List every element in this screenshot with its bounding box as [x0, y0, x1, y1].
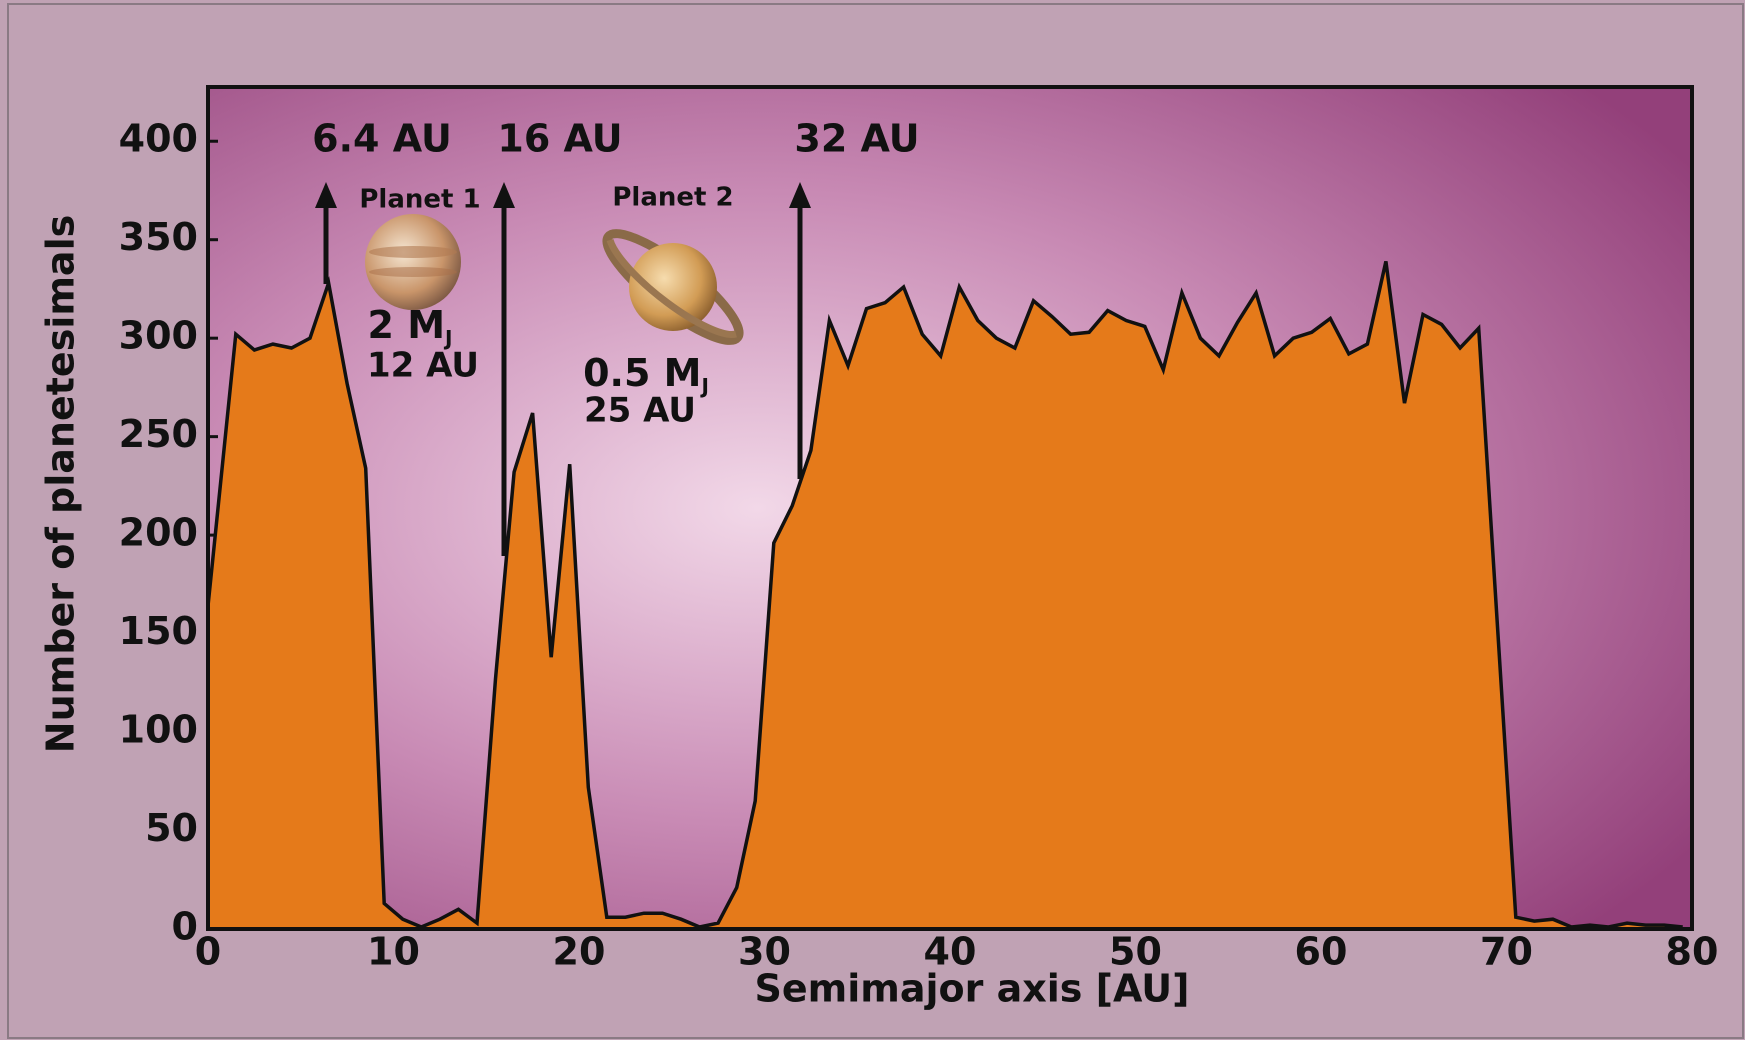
x-tick-label: 70 [1480, 930, 1533, 974]
y-tick-label: 150 [119, 609, 198, 653]
x-tick-label: 60 [1295, 930, 1348, 974]
y-tick-label: 100 [119, 708, 198, 752]
annotation: 32 AU [794, 117, 919, 161]
planet-distance: 12 AU [367, 346, 479, 386]
x-tick-label: 10 [367, 930, 420, 974]
y-tick-label: 50 [145, 806, 198, 850]
mass-text: 2 M [368, 303, 445, 347]
y-tick-label: 250 [119, 412, 198, 456]
x-tick-label: 40 [924, 930, 977, 974]
y-tick-label: 400 [119, 117, 198, 161]
mass-subscript: J [699, 374, 708, 398]
x-tick-label: 20 [553, 930, 606, 974]
x-tick-label: 50 [1109, 930, 1162, 974]
planet-label: Planet 2 [612, 183, 733, 213]
x-tick-label: 30 [738, 930, 791, 974]
mass-text: 0.5 M [583, 351, 701, 395]
y-tick-label: 200 [119, 511, 198, 555]
annotation: 6.4 AU [312, 117, 452, 161]
y-tick-label: 350 [119, 215, 198, 259]
jupiter-icon [365, 214, 461, 310]
y-tick-label: 300 [119, 314, 198, 358]
x-tick-label: 0 [195, 930, 221, 974]
planet-mass: 2 MJ [368, 303, 453, 350]
x-tick-label: 80 [1666, 930, 1719, 974]
annotation: 16 AU [497, 117, 622, 161]
planet-label: Planet 1 [359, 185, 480, 215]
y-axis-title: Number of planetesimals [39, 215, 83, 753]
planet-distance: 25 AU [584, 391, 696, 431]
chart: Semimajor axis [AU] Number of planetesim… [0, 0, 1745, 1040]
